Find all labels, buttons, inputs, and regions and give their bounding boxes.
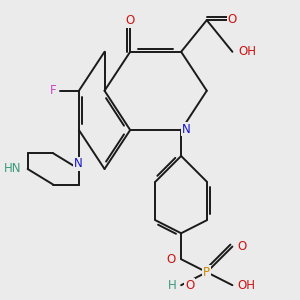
Text: OH: OH xyxy=(237,279,255,292)
Text: P: P xyxy=(203,266,210,279)
Text: O: O xyxy=(237,240,247,253)
Text: OH: OH xyxy=(238,45,256,58)
Text: O: O xyxy=(166,253,175,266)
Text: O: O xyxy=(185,279,194,292)
Text: HN: HN xyxy=(4,163,22,176)
Text: O: O xyxy=(126,14,135,27)
Text: F: F xyxy=(50,84,56,97)
Text: N: N xyxy=(182,122,190,136)
Text: O: O xyxy=(228,13,237,26)
Text: N: N xyxy=(74,158,82,170)
Text: H: H xyxy=(167,279,176,292)
